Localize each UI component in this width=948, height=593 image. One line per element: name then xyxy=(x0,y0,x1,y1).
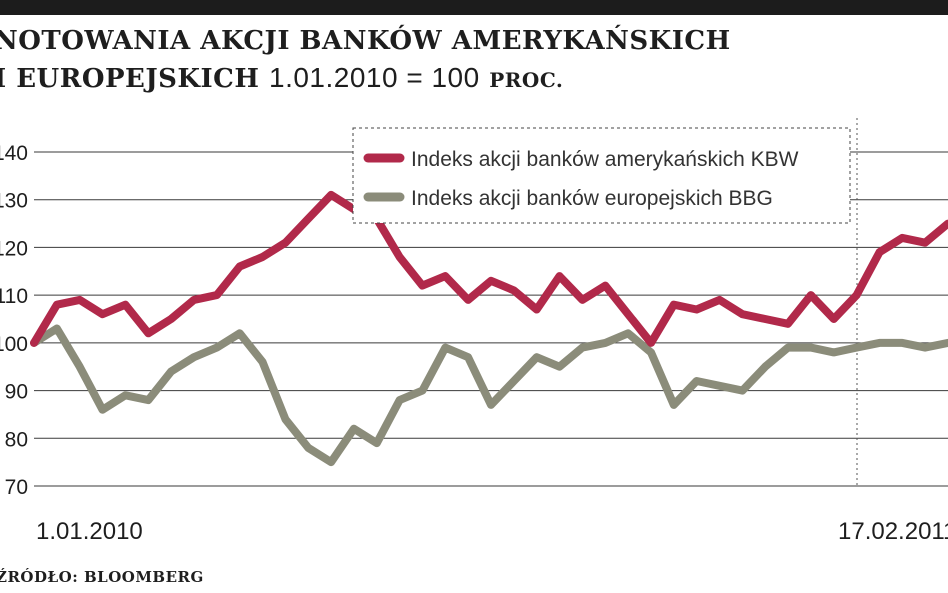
top-bar xyxy=(0,0,948,15)
chart-title-line1: NOTOWANIA AKCJI BANKÓW AMERYKAŃSKICH xyxy=(0,26,731,56)
legend-label-bbg: Indeks akcji banków europejskich BBG xyxy=(411,187,773,210)
title-line1-text: NOTOWANIA AKCJI BANKÓW AMERYKAŃSKICH xyxy=(0,26,731,56)
title-line2-bold: I EUROPEJSKICH xyxy=(0,64,260,94)
source-note: ŹRÓDŁO: BLOOMBERG xyxy=(0,568,204,586)
chart-legend: Indeks akcji banków amerykańskich KBW In… xyxy=(352,127,851,224)
y-tick-label-140: 140 xyxy=(0,142,28,165)
series-line-kbw xyxy=(30,190,948,347)
y-tick-label-130: 130 xyxy=(0,190,28,213)
chart-title-line2: I EUROPEJSKICH 1.01.2010 = 100 PROC. xyxy=(0,62,563,94)
series-line-bbg xyxy=(30,324,948,467)
legend-box xyxy=(352,127,851,224)
chart-series xyxy=(30,190,948,467)
y-tick-label-90: 90 xyxy=(5,381,28,404)
y-axis-ticks: 70 80 90 100 110 120 130 140 xyxy=(0,142,28,499)
x-tick-label-start: 1.01.2010 xyxy=(36,518,143,545)
line-chart: 70 80 90 100 110 120 130 140 Indeks akcji bankó… xyxy=(0,118,948,545)
legend-label-kbw: Indeks akcji banków amerykańskich KBW xyxy=(411,148,799,171)
y-tick-label-100: 100 xyxy=(0,333,28,356)
title-line2-base: 1.01.2010 = 100 xyxy=(269,62,480,93)
y-tick-label-110: 110 xyxy=(0,285,28,308)
y-tick-label-120: 120 xyxy=(0,237,28,260)
x-axis-ticks: 1.01.2010 17.02.2011 xyxy=(36,518,948,545)
y-tick-label-80: 80 xyxy=(5,428,28,451)
y-tick-label-70: 70 xyxy=(5,476,28,499)
title-line2-unit: PROC. xyxy=(489,68,564,92)
chart-grid xyxy=(34,151,948,487)
x-tick-label-marker: 17.02.2011 xyxy=(838,518,948,545)
